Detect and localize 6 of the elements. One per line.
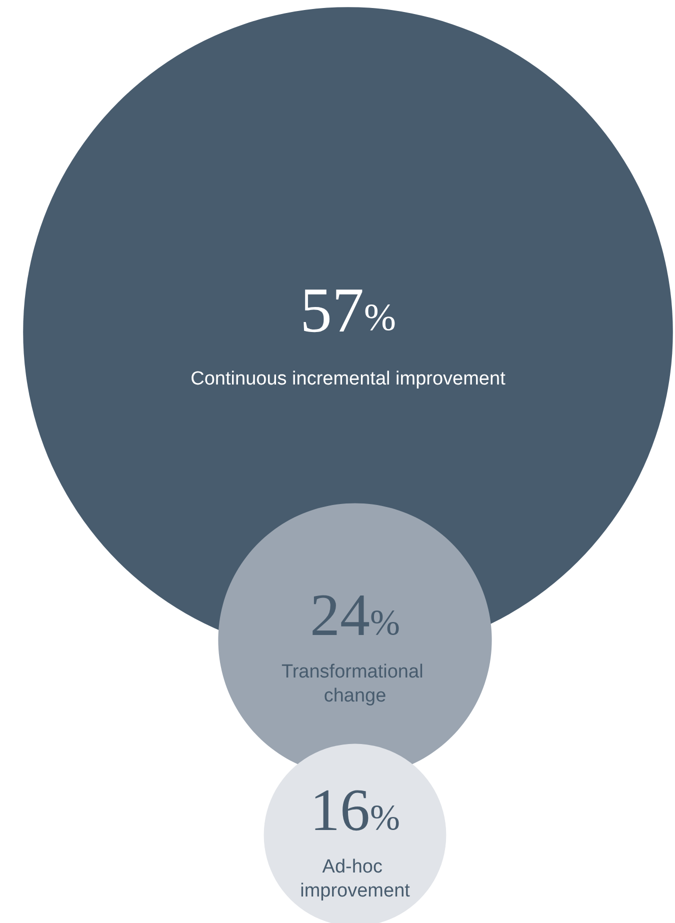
data-label: 24%	[310, 582, 400, 648]
data-label: 16%	[310, 777, 400, 843]
category-label: Continuous incremental improvement	[190, 368, 506, 390]
data-label: 57%	[300, 274, 396, 346]
category-label: Transformational change	[281, 662, 429, 706]
category-label: Ad-hoc improvement	[300, 856, 411, 902]
